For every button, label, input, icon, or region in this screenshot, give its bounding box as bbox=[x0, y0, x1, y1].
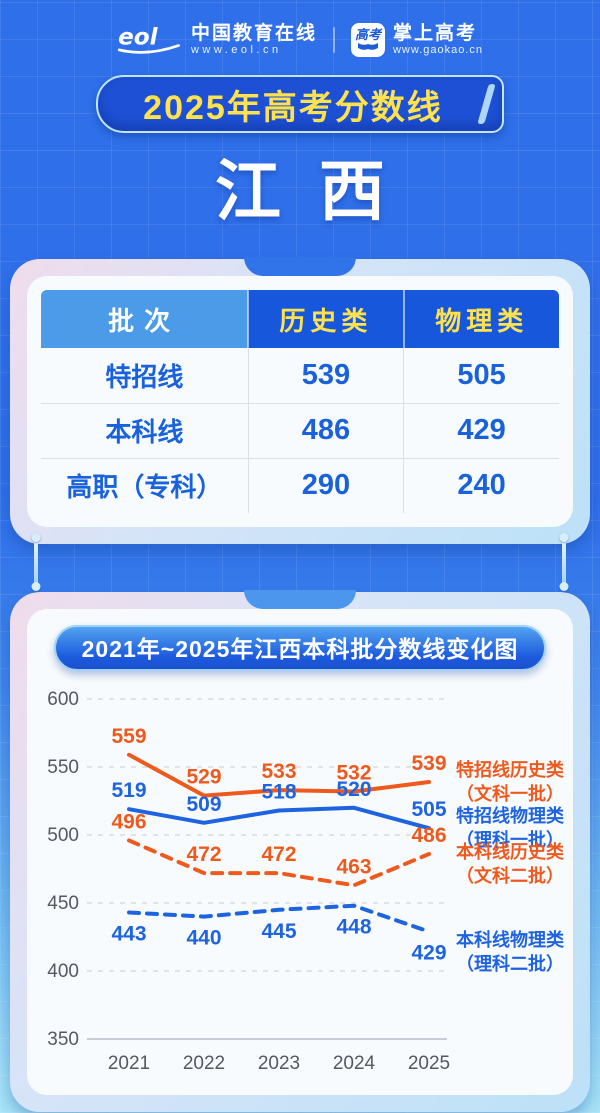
legend-label: 本科线历史类 bbox=[456, 842, 564, 863]
data-point-label: 519 bbox=[111, 779, 146, 802]
chart-title: 2021年~2025年江西本科批分数线变化图 bbox=[53, 625, 547, 671]
legend-sublabel: （文科一批） bbox=[456, 783, 564, 804]
column-header-batch: 批次 bbox=[41, 290, 249, 348]
table-row: 本科线 486 429 bbox=[41, 402, 559, 458]
eol-logo-icon: eol bbox=[117, 24, 180, 54]
data-point-label: 463 bbox=[336, 855, 371, 878]
legend-sublabel: （理科一批） bbox=[456, 830, 564, 851]
data-point-label: 472 bbox=[261, 843, 296, 866]
x-axis-tick-label: 2025 bbox=[408, 1053, 450, 1074]
gaokao-app-icon: 高考 bbox=[350, 22, 385, 57]
chart-line-series bbox=[127, 805, 431, 831]
chart-line-series bbox=[127, 903, 431, 934]
title-banner: 2025年高考分数线 bbox=[96, 75, 504, 133]
gaokao-name: 掌上高考 bbox=[392, 22, 477, 44]
data-point-label: 429 bbox=[411, 942, 446, 965]
score-value: 290 bbox=[247, 457, 404, 513]
legend-label: 特招线历史类 bbox=[456, 759, 564, 780]
data-point-label: 505 bbox=[411, 798, 446, 821]
legend-item: 特招线历史类 （文科一批） bbox=[447, 758, 573, 806]
legend-sublabel: （理科二批） bbox=[456, 953, 564, 974]
score-value: 486 bbox=[247, 402, 404, 458]
data-point-label: 472 bbox=[186, 843, 221, 866]
gaokao-url: www.gaokao.cn bbox=[392, 43, 484, 56]
table-header-row: 批次 历史类 物理类 bbox=[41, 290, 559, 348]
chart-card: 2021年~2025年江西本科批分数线变化图 600 550 500 450 400 35… bbox=[10, 592, 590, 1112]
eol-url: www.eol.cn bbox=[190, 43, 282, 56]
y-axis-tick-label: 500 bbox=[47, 825, 79, 846]
batch-label: 特招线 bbox=[105, 361, 184, 392]
score-value: 539 bbox=[247, 348, 404, 403]
score-table: 批次 历史类 物理类 特招线 539 505 本科线 486 429 高职（专科） 290 24… bbox=[41, 290, 559, 513]
legend-label: 本科线物理类 bbox=[456, 929, 564, 950]
table-row: 特招线 539 505 bbox=[41, 348, 559, 403]
data-point-label: 445 bbox=[261, 920, 296, 943]
legend-sublabel: （文科二批） bbox=[456, 866, 564, 887]
data-point-label: 532 bbox=[336, 761, 371, 784]
svg-text:eol: eol bbox=[118, 24, 159, 50]
chart-line-series bbox=[127, 838, 431, 888]
connector-string-right bbox=[562, 537, 566, 587]
x-axis-tick-label: 2022 bbox=[183, 1053, 225, 1074]
y-axis-tick-label: 450 bbox=[47, 893, 79, 914]
eol-name: 中国教育在线 bbox=[190, 22, 317, 44]
legend-item: 特招线物理类 （理科一批） bbox=[447, 804, 573, 852]
header-divider bbox=[332, 26, 335, 53]
y-axis-tick-label: 350 bbox=[47, 1029, 79, 1050]
data-point-label: 529 bbox=[186, 766, 221, 789]
chart-line-series bbox=[127, 752, 431, 798]
score-table-card: 批次 历史类 物理类 特招线 539 505 本科线 486 429 高职（专科） 290 24… bbox=[10, 259, 590, 544]
x-axis-tick-label: 2024 bbox=[333, 1053, 376, 1074]
legend-item: 本科线物理类 （理科二批） bbox=[447, 928, 573, 976]
line-chart: 600 550 500 450 400 350 2021 2022 2023 2024 2025 55… bbox=[41, 681, 573, 1081]
data-point-label: 486 bbox=[411, 824, 446, 847]
data-point-label: 496 bbox=[111, 810, 146, 833]
eol-logo: eol 中国教育在线 www.eol.cn bbox=[117, 22, 317, 58]
score-value: 429 bbox=[403, 402, 559, 458]
x-axis-tick-label: 2023 bbox=[258, 1053, 300, 1074]
column-header-physics: 物理类 bbox=[402, 290, 559, 348]
book-icon bbox=[357, 43, 378, 50]
connector-string-left bbox=[34, 537, 38, 587]
x-axis-tick-label: 2021 bbox=[108, 1053, 150, 1074]
data-point-label: 443 bbox=[111, 923, 146, 946]
data-point-label: 448 bbox=[336, 916, 371, 939]
banner-title: 2025年高考分数线 bbox=[143, 88, 443, 127]
score-table-body: 特招线 539 505 本科线 486 429 高职（专科） 290 240 bbox=[41, 348, 559, 513]
batch-label: 本科线 bbox=[41, 402, 249, 458]
y-axis-tick-label: 400 bbox=[47, 961, 79, 982]
data-point-label: 440 bbox=[186, 927, 221, 950]
column-header-history: 历史类 bbox=[247, 290, 404, 348]
data-point-label: 520 bbox=[336, 778, 371, 801]
score-value: 240 bbox=[403, 457, 559, 513]
data-point-label: 518 bbox=[261, 781, 296, 804]
gaokao-logo: 高考 掌上高考 www.gaokao.cn bbox=[350, 22, 484, 57]
data-point-label: 509 bbox=[186, 793, 221, 816]
score-value: 505 bbox=[403, 348, 559, 403]
province-title: 江西 bbox=[215, 154, 423, 228]
data-point-label: 533 bbox=[261, 760, 296, 783]
data-point-label: 539 bbox=[411, 752, 446, 775]
data-point-label: 559 bbox=[111, 725, 146, 748]
header: eol 中国教育在线 www.eol.cn 高考 掌上高考 www.gaokao… bbox=[0, 0, 600, 62]
batch-label: 高职（专科） bbox=[41, 457, 249, 513]
legend-label: 特招线物理类 bbox=[456, 806, 564, 827]
y-axis-tick-label: 600 bbox=[47, 689, 79, 710]
table-row: 高职（专科） 290 240 bbox=[41, 457, 559, 513]
y-axis-tick-label: 550 bbox=[47, 757, 79, 778]
legend-item: 本科线历史类 （文科二批） bbox=[447, 840, 573, 888]
